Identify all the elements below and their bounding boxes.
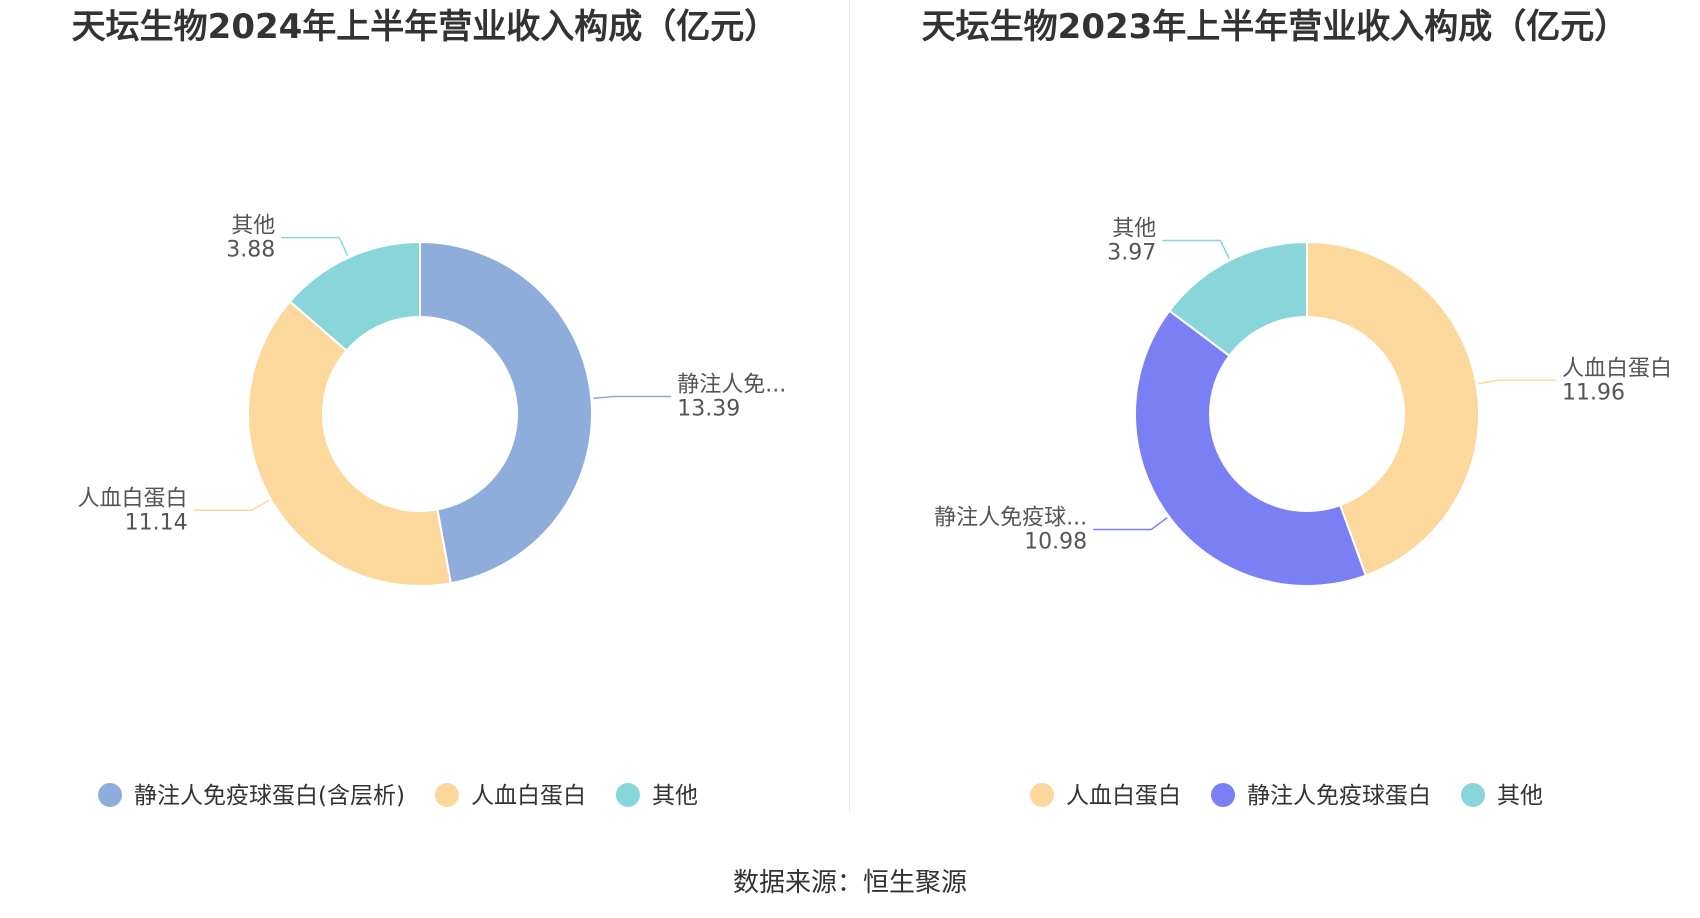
slice-label-value: 3.97	[1107, 240, 1156, 265]
chart-divider	[849, 0, 850, 813]
donut-chart-2024: 天坛生物2024年上半年营业收入构成（亿元）静注人免...13.39人血白蛋白1…	[72, 7, 787, 809]
label-leader-line	[281, 236, 349, 257]
donut-slice[interactable]	[288, 240, 421, 352]
chart-title: 天坛生物2024年上半年营业收入构成（亿元）	[72, 7, 779, 47]
slice-label-value: 10.98	[1024, 530, 1087, 555]
slice-label-value: 3.88	[226, 238, 275, 263]
label-leader-line	[1093, 517, 1168, 531]
label-leader-line	[1162, 239, 1230, 259]
slice-label-name: 其他	[1112, 216, 1156, 241]
slice-label-name: 静注人免...	[677, 373, 786, 398]
legend-marker[interactable]	[1461, 783, 1485, 807]
legend-marker[interactable]	[615, 783, 640, 807]
slice-label-value: 11.14	[125, 510, 188, 535]
slice-label-name: 人血白蛋白	[1562, 356, 1672, 381]
label-leader-line	[1478, 379, 1557, 385]
legend-label[interactable]: 人血白蛋白	[471, 783, 586, 809]
legend-label[interactable]: 人血白蛋白	[1066, 783, 1181, 809]
legend-label[interactable]: 其他	[1497, 783, 1543, 809]
legend-marker[interactable]	[1211, 783, 1235, 807]
label-leader-line	[193, 499, 270, 512]
chart-title: 天坛生物2023年上半年营业收入构成（亿元）	[922, 7, 1629, 47]
donut-slice[interactable]	[419, 240, 594, 585]
slice-label-name: 静注人免疫球...	[934, 506, 1087, 531]
slice-label-value: 13.39	[677, 397, 740, 422]
slice-label-name: 其他	[231, 214, 275, 239]
legend-marker[interactable]	[434, 783, 459, 807]
slice-label-value: 11.96	[1562, 380, 1625, 405]
legend-label[interactable]: 静注人免疫球蛋白	[1247, 783, 1431, 809]
data-source: 数据来源：恒生聚源	[732, 868, 967, 898]
legend-label[interactable]: 静注人免疫球蛋白(含层析)	[134, 783, 405, 809]
donut-chart-2023: 天坛生物2023年上半年营业收入构成（亿元）人血白蛋白11.96静注人免疫球..…	[922, 7, 1672, 809]
donut-slice[interactable]	[1134, 309, 1368, 587]
slice-label-name: 人血白蛋白	[78, 486, 188, 511]
label-leader-line	[593, 395, 672, 400]
donut-slice[interactable]	[1306, 240, 1480, 577]
legend-marker[interactable]	[1030, 783, 1054, 807]
donut-slice[interactable]	[1168, 240, 1308, 358]
donut-slice[interactable]	[247, 300, 452, 587]
legend-marker[interactable]	[98, 783, 122, 807]
legend-label[interactable]: 其他	[652, 783, 698, 809]
